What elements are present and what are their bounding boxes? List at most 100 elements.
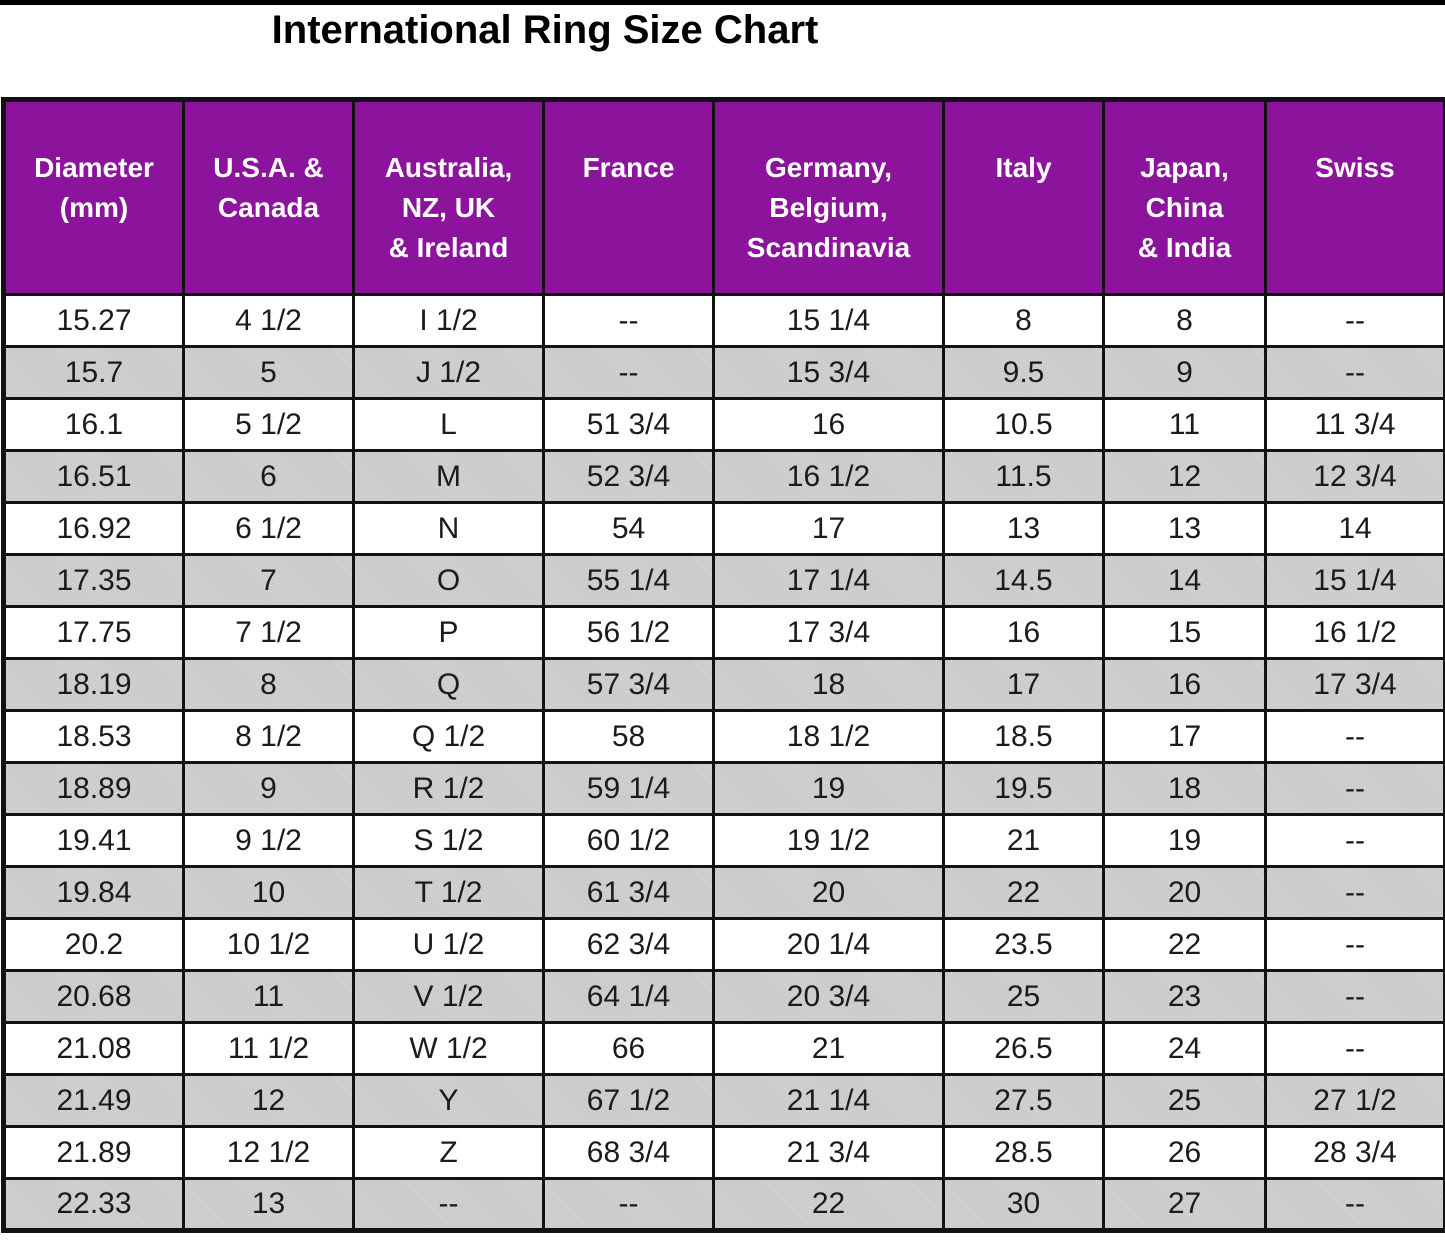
col-header-line: (mm) — [59, 191, 129, 223]
ring-size-table: Diameter (mm) U.S.A. & Canada Australia, NZ, … — [1, 97, 1445, 1233]
size-cell-r9-c4: 58 — [542, 709, 715, 764]
size-cell-r8-c7: 16 — [1102, 657, 1267, 712]
size-cell-r1-c2: 4 1/2 — [182, 293, 355, 348]
size-cell-r5-c5: 17 — [712, 501, 945, 556]
size-cell-r11-c2: 9 1/2 — [182, 813, 355, 868]
size-cell-r14-c6: 25 — [942, 969, 1105, 1024]
size-cell-r13-c3: U 1/2 — [352, 917, 545, 972]
size-cell-r4-c3: M — [352, 449, 545, 504]
size-cell-r15-c8: -- — [1264, 1021, 1445, 1076]
size-cell-r12-c3: T 1/2 — [352, 865, 545, 920]
table-row: 18.53 8 1/2 Q 1/2 58 18 1/2 18.5 17 -- — [2, 709, 1445, 764]
col-header-line: & Ireland — [388, 231, 509, 263]
size-cell-r2-c3: J 1/2 — [352, 345, 545, 400]
size-cell-r7-c7: 15 — [1102, 605, 1267, 660]
table-row: 21.49 12 Y 67 1/2 21 1/4 27.5 25 27 1/2 — [2, 1073, 1445, 1128]
size-cell-r8-c6: 17 — [942, 657, 1105, 712]
size-cell-r4-c6: 11.5 — [942, 449, 1105, 504]
size-cell-r10-c5: 19 — [712, 761, 945, 816]
size-cell-r18-c1: 22.33 — [2, 1177, 185, 1232]
size-cell-r13-c8: -- — [1264, 917, 1445, 972]
size-cell-r18-c2: 13 — [182, 1177, 355, 1232]
table-row: 15.7 5 J 1/2 -- 15 3/4 9.5 9 -- — [2, 345, 1445, 400]
col-header-japan-china-india: Japan, China & India — [1102, 98, 1267, 296]
size-cell-r18-c5: 22 — [712, 1177, 945, 1232]
table-row: 16.1 5 1/2 L 51 3/4 16 10.5 11 11 3/4 — [2, 397, 1445, 452]
size-cell-r8-c4: 57 3/4 — [542, 657, 715, 712]
size-cell-r4-c7: 12 — [1102, 449, 1267, 504]
size-cell-r15-c6: 26.5 — [942, 1021, 1105, 1076]
size-cell-r16-c5: 21 1/4 — [712, 1073, 945, 1128]
size-cell-r3-c6: 10.5 — [942, 397, 1105, 452]
size-cell-r3-c1: 16.1 — [2, 397, 185, 452]
size-cell-r3-c4: 51 3/4 — [542, 397, 715, 452]
size-cell-r10-c1: 18.89 — [2, 761, 185, 816]
size-cell-r16-c6: 27.5 — [942, 1073, 1105, 1128]
size-cell-r11-c4: 60 1/2 — [542, 813, 715, 868]
header-row: Diameter (mm) U.S.A. & Canada Australia, NZ, … — [2, 98, 1445, 296]
col-header-line: Japan, — [1140, 152, 1229, 183]
col-header-line: Australia, — [384, 152, 513, 183]
size-cell-r1-c5: 15 1/4 — [712, 293, 945, 348]
col-header-italy: Italy — [942, 98, 1105, 296]
size-cell-r8-c5: 18 — [712, 657, 945, 712]
size-cell-r2-c2: 5 — [182, 345, 355, 400]
size-cell-r17-c5: 21 3/4 — [712, 1125, 945, 1180]
size-cell-r16-c7: 25 — [1102, 1073, 1267, 1128]
size-cell-r14-c2: 11 — [182, 969, 355, 1024]
col-header-line: Canada — [217, 191, 320, 223]
size-cell-r5-c3: N — [352, 501, 545, 556]
size-cell-r6-c6: 14.5 — [942, 553, 1105, 608]
size-cell-r4-c1: 16.51 — [2, 449, 185, 504]
size-cell-r7-c6: 16 — [942, 605, 1105, 660]
size-cell-r10-c8: -- — [1264, 761, 1445, 816]
size-cell-r14-c4: 64 1/4 — [542, 969, 715, 1024]
size-cell-r1-c3: I 1/2 — [352, 293, 545, 348]
size-cell-r3-c7: 11 — [1102, 397, 1267, 452]
table-row: 18.19 8 Q 57 3/4 18 17 16 17 3/4 — [2, 657, 1445, 712]
size-cell-r7-c2: 7 1/2 — [182, 605, 355, 660]
size-cell-r11-c7: 19 — [1102, 813, 1267, 868]
size-cell-r11-c3: S 1/2 — [352, 813, 545, 868]
size-cell-r5-c8: 14 — [1264, 501, 1445, 556]
size-cell-r9-c5: 18 1/2 — [712, 709, 945, 764]
size-cell-r7-c5: 17 3/4 — [712, 605, 945, 660]
size-cell-r12-c6: 22 — [942, 865, 1105, 920]
size-cell-r16-c8: 27 1/2 — [1264, 1073, 1445, 1128]
table-row: 21.08 11 1/2 W 1/2 66 21 26.5 24 -- — [2, 1021, 1445, 1076]
page-title: International Ring Size Chart — [271, 8, 819, 52]
size-cell-r15-c2: 11 1/2 — [182, 1021, 355, 1076]
size-cell-r2-c5: 15 3/4 — [712, 345, 945, 400]
size-cell-r3-c2: 5 1/2 — [182, 397, 355, 452]
size-cell-r5-c2: 6 1/2 — [182, 501, 355, 556]
size-cell-r13-c6: 23.5 — [942, 917, 1105, 972]
size-cell-r6-c5: 17 1/4 — [712, 553, 945, 608]
size-cell-r15-c4: 66 — [542, 1021, 715, 1076]
size-cell-r16-c1: 21.49 — [2, 1073, 185, 1128]
table-row: 22.33 13 -- -- 22 30 27 -- — [2, 1177, 1445, 1232]
table-row: 16.51 6 M 52 3/4 16 1/2 11.5 12 12 3/4 — [2, 449, 1445, 504]
size-cell-r16-c4: 67 1/2 — [542, 1073, 715, 1128]
size-cell-r10-c3: R 1/2 — [352, 761, 545, 816]
table-row: 21.89 12 1/2 Z 68 3/4 21 3/4 28.5 26 28 3/4 — [2, 1125, 1445, 1180]
size-cell-r12-c2: 10 — [182, 865, 355, 920]
col-header-france: France — [542, 98, 715, 296]
size-cell-r18-c6: 30 — [942, 1177, 1105, 1232]
size-cell-r9-c3: Q 1/2 — [352, 709, 545, 764]
size-cell-r9-c1: 18.53 — [2, 709, 185, 764]
col-header-line: & India — [1137, 231, 1232, 263]
size-cell-r8-c8: 17 3/4 — [1264, 657, 1445, 712]
size-cell-r15-c5: 21 — [712, 1021, 945, 1076]
size-cell-r17-c7: 26 — [1102, 1125, 1267, 1180]
size-cell-r12-c5: 20 — [712, 865, 945, 920]
size-cell-r13-c1: 20.2 — [2, 917, 185, 972]
col-header-line: China — [1145, 191, 1224, 223]
size-cell-r14-c3: V 1/2 — [352, 969, 545, 1024]
table-row: 18.89 9 R 1/2 59 1/4 19 19.5 18 -- — [2, 761, 1445, 816]
size-cell-r15-c7: 24 — [1102, 1021, 1267, 1076]
size-cell-r14-c8: -- — [1264, 969, 1445, 1024]
col-header-usa-canada: U.S.A. & Canada — [182, 98, 355, 296]
size-cell-r4-c8: 12 3/4 — [1264, 449, 1445, 504]
size-cell-r14-c7: 23 — [1102, 969, 1267, 1024]
size-cell-r8-c3: Q — [352, 657, 545, 712]
